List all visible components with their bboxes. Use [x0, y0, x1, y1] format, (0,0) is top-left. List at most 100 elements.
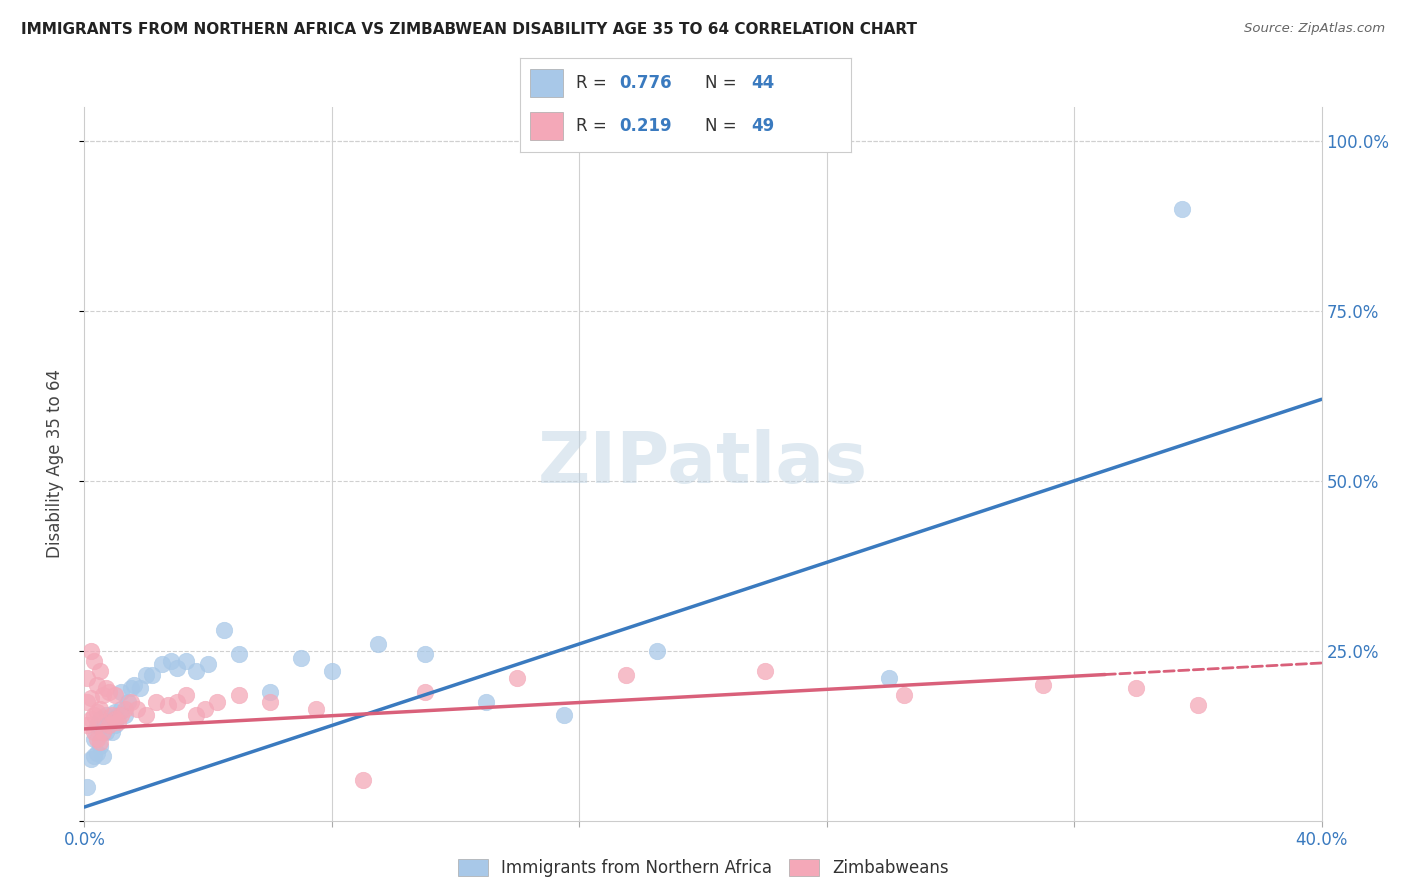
Point [86, 678, 108, 692]
Text: Source: ZipAtlas.com: Source: ZipAtlas.com [1244, 22, 1385, 36]
Point [76, 718, 98, 732]
Point [86, 718, 108, 732]
Point [94, 681, 117, 695]
Point [76, 780, 98, 794]
Point [413, 684, 436, 698]
Point [176, 654, 198, 668]
Point [117, 695, 139, 709]
Point [79, 644, 101, 658]
Point [110, 708, 132, 723]
Point [475, 695, 498, 709]
Text: N =: N = [706, 118, 742, 136]
Point [94, 708, 117, 723]
Point [98, 715, 121, 730]
Point [104, 718, 127, 732]
Point [83, 725, 105, 739]
Point [76, 671, 98, 685]
Legend: Immigrants from Northern Africa, Zimbabweans: Immigrants from Northern Africa, Zimbabw… [451, 852, 955, 884]
Point [413, 647, 436, 661]
Point [104, 712, 127, 726]
Point [94, 725, 117, 739]
Text: 44: 44 [751, 74, 775, 92]
Point [120, 681, 142, 695]
Point [352, 772, 374, 787]
Point [89, 701, 111, 715]
Point [150, 657, 173, 672]
Point [79, 752, 101, 766]
Bar [530, 70, 564, 97]
Point [110, 684, 132, 698]
Point [129, 681, 152, 695]
Text: R =: R = [576, 74, 613, 92]
Point [156, 698, 179, 712]
Point [120, 695, 142, 709]
Point [101, 725, 124, 739]
Point [86, 732, 108, 747]
Point [89, 664, 111, 678]
Text: N =: N = [706, 74, 742, 92]
Point [228, 647, 250, 661]
Point [107, 715, 129, 730]
Point [321, 664, 343, 678]
Point [104, 705, 127, 719]
Point [145, 695, 167, 709]
Point [89, 739, 111, 753]
Point [141, 667, 163, 681]
Point [135, 667, 157, 681]
Point [1171, 202, 1194, 216]
Point [125, 701, 148, 715]
Y-axis label: Disability Age 35 to 64: Disability Age 35 to 64 [45, 369, 63, 558]
Point [110, 701, 132, 715]
Point [114, 701, 136, 715]
Point [89, 712, 111, 726]
Point [107, 708, 129, 723]
Point [367, 637, 389, 651]
Bar [530, 112, 564, 140]
Point [290, 650, 312, 665]
Text: ZIPatlas: ZIPatlas [538, 429, 868, 499]
Point [614, 667, 637, 681]
Point [166, 661, 188, 675]
Point [79, 691, 101, 706]
Point [1125, 681, 1147, 695]
Point [228, 688, 250, 702]
Text: IMMIGRANTS FROM NORTHERN AFRICA VS ZIMBABWEAN DISABILITY AGE 35 TO 64 CORRELATIO: IMMIGRANTS FROM NORTHERN AFRICA VS ZIMBA… [21, 22, 917, 37]
Point [76, 695, 98, 709]
Point [89, 735, 111, 749]
Point [83, 749, 105, 764]
Text: R =: R = [576, 118, 613, 136]
Point [135, 708, 157, 723]
Point [83, 732, 105, 747]
Point [212, 624, 235, 638]
Point [101, 708, 124, 723]
Point [645, 644, 668, 658]
Point [122, 678, 145, 692]
Point [160, 654, 183, 668]
Point [893, 688, 915, 702]
Point [86, 746, 108, 760]
Point [1187, 698, 1209, 712]
Point [86, 705, 108, 719]
Point [553, 708, 575, 723]
Point [91, 725, 114, 739]
Point [91, 688, 114, 702]
Point [114, 708, 136, 723]
Point [83, 708, 105, 723]
Point [305, 701, 328, 715]
Point [166, 695, 188, 709]
Point [79, 712, 101, 726]
Text: 49: 49 [751, 118, 775, 136]
Point [184, 708, 207, 723]
Point [98, 684, 121, 698]
Point [83, 654, 105, 668]
Text: 0.776: 0.776 [620, 74, 672, 92]
Point [104, 688, 127, 702]
Point [259, 684, 281, 698]
Point [877, 671, 900, 685]
Text: 0.219: 0.219 [620, 118, 672, 136]
Point [176, 688, 198, 702]
Point [98, 718, 121, 732]
Point [194, 701, 217, 715]
Point [94, 715, 117, 730]
Point [91, 725, 114, 739]
